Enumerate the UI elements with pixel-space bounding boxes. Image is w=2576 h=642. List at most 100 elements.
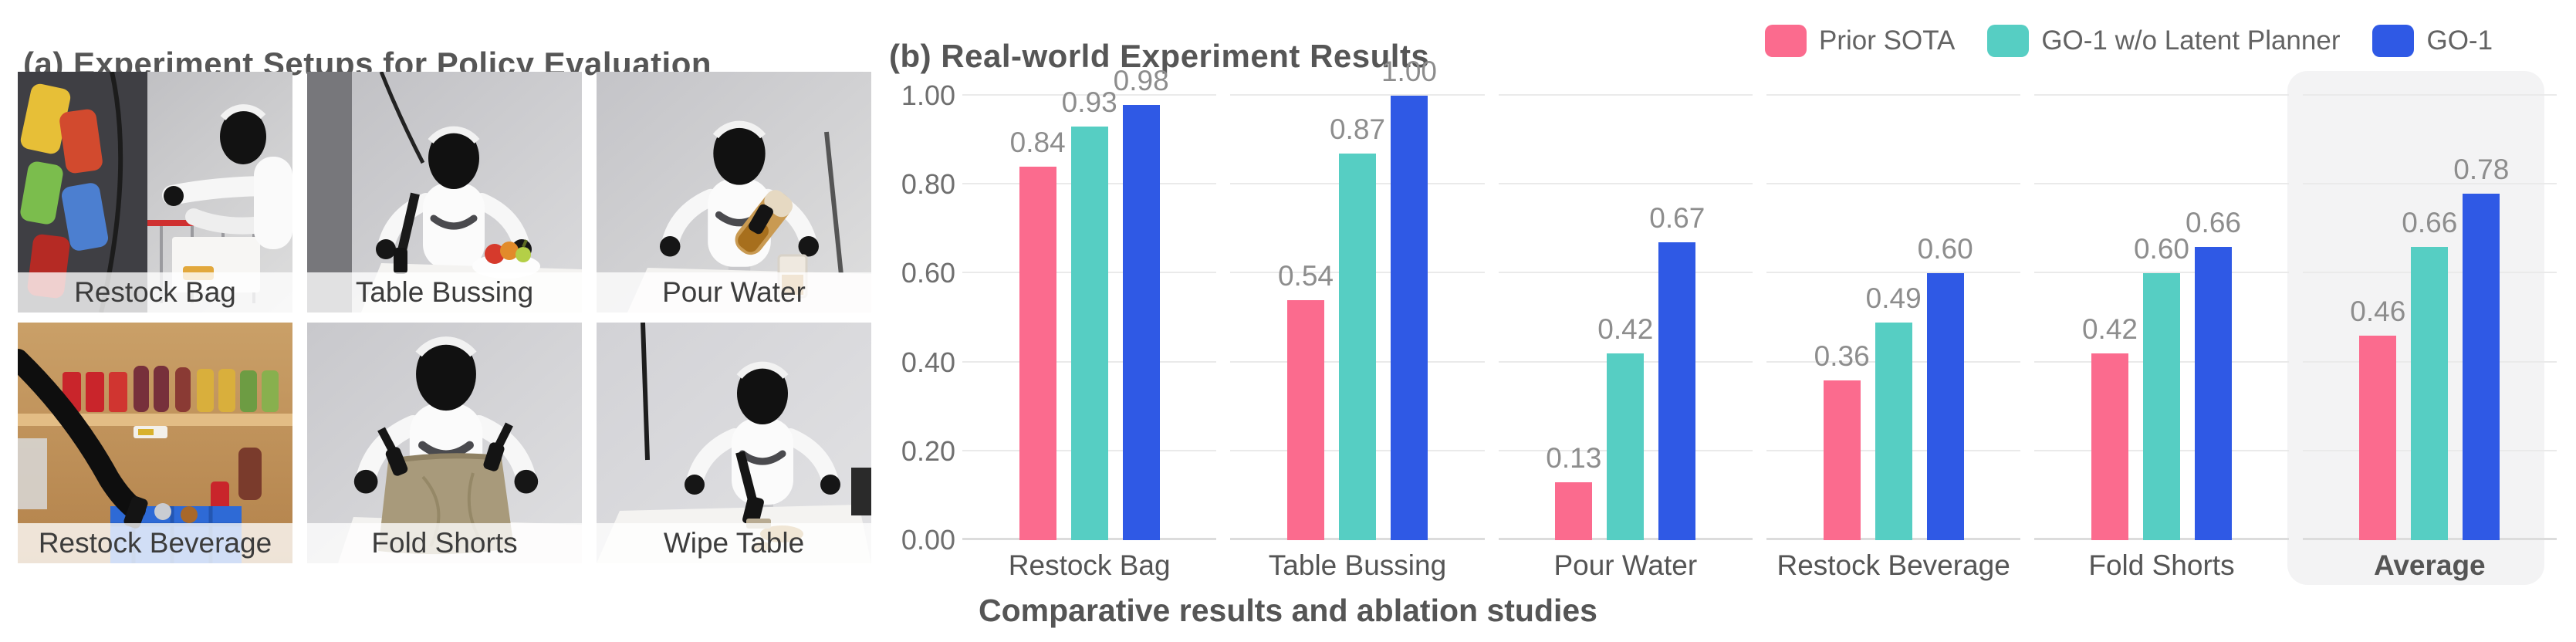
experiment-photo-label: Pour Water — [597, 272, 871, 313]
bar-value-label: 0.60 — [2133, 233, 2189, 265]
bar-value-label: 0.93 — [1061, 86, 1117, 119]
category-label-average: Average — [2373, 549, 2486, 581]
legend-item-prior-sota: Prior SOTA — [1765, 25, 1955, 57]
bar-column-go-1: 0.98 — [1114, 65, 1169, 540]
bar-column-go-1-w-o-latent-planner: 0.66 — [2402, 96, 2457, 540]
gridline — [1766, 183, 2021, 185]
legend-swatch-prior-sota — [1765, 25, 1807, 57]
bar-group: 0.36 0.49 0.60 — [1766, 96, 2020, 540]
bar-group: 0.42 0.60 0.66 — [2034, 96, 2288, 540]
bar-value-label: 0.66 — [2185, 206, 2241, 238]
bar-group: 0.13 0.42 0.67 — [1499, 96, 1753, 540]
bar-column-go-1: 0.60 — [1918, 96, 1973, 540]
legend-label: GO-1 w/o Latent Planner — [2041, 25, 2341, 56]
category-panel-restock-bag: 0.84 0.93 0.98 Restock Bag — [962, 65, 1217, 581]
gridline — [1766, 94, 2021, 96]
bar-value-label: 0.42 — [1597, 313, 1654, 346]
legend-swatch-go-1-w-o-latent-planner — [1987, 25, 2030, 57]
experiment-photo-label: Table Bussing — [307, 272, 582, 313]
bar-go-1 — [1122, 104, 1160, 540]
gridline — [1498, 94, 1753, 96]
bar-go-1 — [1926, 273, 1964, 540]
bar-go-1-w-o-latent-planner — [1338, 153, 1376, 540]
bar-prior-sota — [1823, 380, 1861, 540]
bar-column-go-1-w-o-latent-planner: 0.60 — [2134, 96, 2189, 540]
experiment-photo-tile-pour-water: Pour Water — [597, 72, 871, 313]
category-panel-average: 0.46 0.66 0.78 Average — [2287, 71, 2557, 585]
category-label-fold-shorts: Fold Shorts — [2088, 549, 2235, 581]
bar-value-label: 0.46 — [2350, 296, 2406, 328]
legend-item-go-1: GO-1 — [2372, 25, 2493, 57]
bar-value-label: 0.13 — [1546, 442, 1602, 475]
experiment-photo-label: Restock Bag — [18, 272, 292, 313]
experiment-photo-tile-fold-shorts: Fold Shorts — [307, 323, 582, 563]
category-panel-fold-shorts: 0.42 0.60 0.66 Fold Shorts — [2034, 94, 2289, 581]
bar-value-label: 0.42 — [2081, 313, 2138, 346]
bar-go-1 — [1658, 242, 1696, 540]
y-tick-label: 1.00 — [901, 79, 955, 111]
bar-column-prior-sota: 0.36 — [1814, 96, 1870, 540]
y-tick-label: 0.60 — [901, 257, 955, 289]
figure-caption: Comparative results and ablation studies — [979, 593, 1597, 628]
bar-go-1-w-o-latent-planner — [1070, 127, 1108, 540]
y-tick-label: 0.80 — [901, 168, 955, 201]
bar-column-prior-sota: 0.84 — [1010, 96, 1066, 540]
gridline — [1498, 272, 1753, 274]
category-panel-pour-water: 0.13 0.42 0.67 Pour Water — [1498, 94, 1753, 581]
bar-group: 0.46 0.66 0.78 — [2303, 96, 2557, 540]
bar-value-label: 1.00 — [1381, 56, 1437, 87]
experiment-photo-label: Fold Shorts — [307, 523, 582, 563]
bar-value-label: 0.98 — [1113, 64, 1169, 96]
y-axis-tick-labels: 0.00 0.20 0.40 0.60 0.80 1.00 — [870, 79, 955, 556]
bar-column-go-1-w-o-latent-planner: 0.49 — [1866, 96, 1922, 540]
bar-group: 0.54 0.87 1.00 — [1230, 56, 1484, 540]
humanoid-robot-illustration — [659, 120, 820, 313]
bar-column-prior-sota: 0.42 — [2082, 96, 2138, 540]
bar-chart-plot-area: 0.84 0.93 0.98 Restock Bag 0.54 0.87 1.00 Table… — [962, 56, 2557, 585]
bar-value-label: 0.66 — [2402, 206, 2458, 238]
chart-legend: Prior SOTA GO-1 w/o Latent Planner GO-1 — [1765, 25, 2493, 57]
bar-value-label: 0.49 — [1865, 282, 1922, 314]
bar-prior-sota — [1019, 167, 1056, 540]
bar-value-label: 0.78 — [2453, 153, 2510, 185]
bar-go-1-w-o-latent-planner — [2411, 246, 2449, 540]
humanoid-robot-illustration — [376, 126, 532, 313]
bar-column-go-1: 0.66 — [2186, 96, 2241, 540]
bar-column-go-1: 0.67 — [1649, 96, 1705, 540]
category-label-restock-bag: Restock Bag — [1008, 549, 1171, 581]
bar-value-label: 0.36 — [1814, 340, 1870, 372]
bar-column-go-1-w-o-latent-planner: 0.93 — [1062, 86, 1117, 540]
bar-column-prior-sota: 0.46 — [2350, 96, 2405, 540]
experiment-photo-label: Restock Beverage — [18, 523, 292, 563]
legend-label: GO-1 — [2426, 25, 2493, 56]
category-label-table-bussing: Table Bussing — [1268, 549, 1447, 581]
humanoid-robot-illustration — [353, 336, 539, 563]
panel-b-title: (b) Real-world Experiment Results — [889, 37, 1430, 74]
category-panel-restock-beverage: 0.36 0.49 0.60 Restock Beverage — [1766, 94, 2021, 581]
bar-go-1-w-o-latent-planner — [2142, 273, 2180, 540]
bar-value-label: 0.67 — [1649, 202, 1706, 235]
experiment-photo-tile-table-bussing: Table Bussing — [307, 72, 582, 313]
category-panel-table-bussing: 0.54 0.87 1.00 Table Bussing — [1230, 56, 1485, 581]
bar-value-label: 0.54 — [1277, 259, 1334, 292]
bar-column-go-1: 1.00 — [1381, 56, 1437, 540]
bar-column-go-1: 0.78 — [2453, 96, 2509, 540]
y-tick-label: 0.00 — [901, 524, 955, 556]
legend-swatch-go-1 — [2372, 25, 2415, 57]
experiment-photo-tile-restock-bag: Restock Bag — [18, 72, 292, 313]
bar-prior-sota — [2359, 336, 2397, 540]
bar-go-1 — [2194, 246, 2232, 540]
bar-go-1 — [2463, 193, 2500, 540]
gridline — [1766, 272, 2021, 274]
legend-label: Prior SOTA — [1819, 25, 1956, 56]
gridline — [2302, 94, 2557, 96]
experiment-photo-tile-restock-beverage: Restock Beverage — [18, 323, 292, 563]
bar-go-1-w-o-latent-planner — [1607, 353, 1645, 540]
y-tick-label: 0.40 — [901, 346, 955, 378]
bar-value-label: 0.84 — [1009, 127, 1066, 159]
gridline — [1230, 94, 1485, 96]
bar-go-1 — [1390, 96, 1428, 540]
bar-column-prior-sota: 0.13 — [1546, 96, 1601, 540]
experiment-photo-label: Wipe Table — [597, 523, 871, 563]
